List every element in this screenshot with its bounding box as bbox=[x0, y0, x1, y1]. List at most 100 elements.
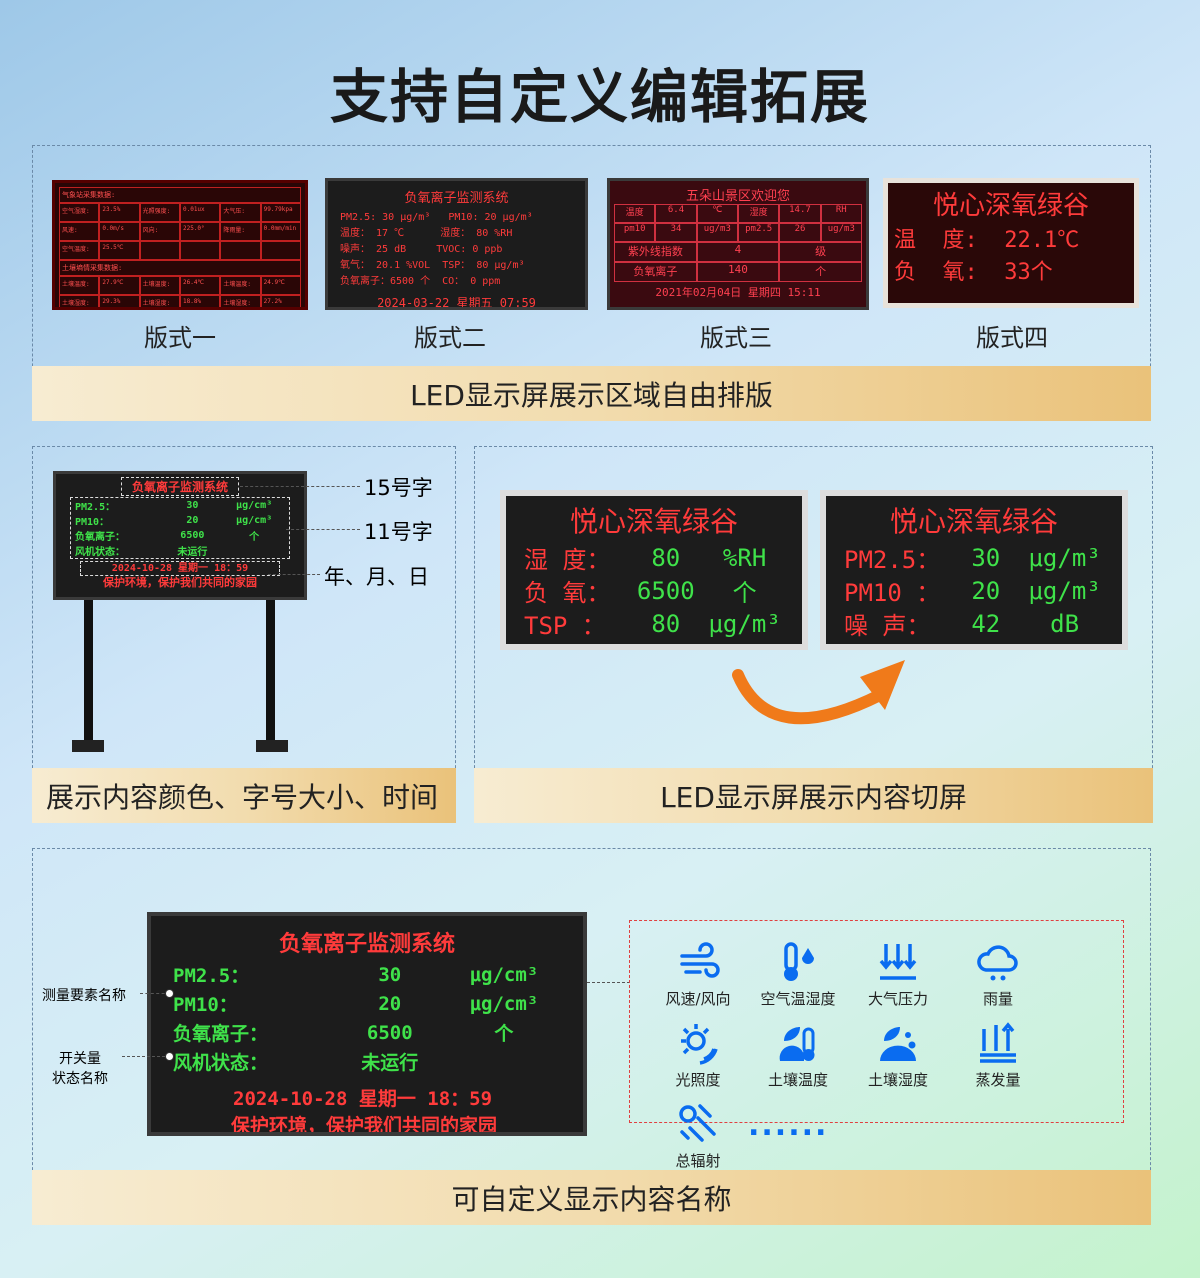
sensor-label: 雨量 bbox=[982, 990, 1013, 1008]
grid-cell: 个 bbox=[779, 262, 862, 282]
screen-cell: 负氧离子： bbox=[173, 1023, 269, 1045]
screen-cell: 30 bbox=[378, 963, 402, 986]
screen-cell: 噪 声： bbox=[844, 612, 931, 640]
sensor-label: 蒸发量 bbox=[975, 1071, 1021, 1089]
grid-cell: 99.79kpa bbox=[260, 203, 301, 222]
section-band: 展示内容颜色、字号大小、时间 bbox=[32, 768, 456, 823]
more-icon: ...... bbox=[748, 1108, 829, 1143]
grid-cell: 土壤温度: bbox=[139, 276, 180, 295]
grid-cell: 225.0° bbox=[179, 222, 221, 241]
screen-row: PM2.5： 30 μg/cm³ bbox=[173, 960, 561, 989]
sensor-label: 大气压力 bbox=[867, 990, 928, 1008]
layout-1-screen: 气象站采集数据: 空气湿度: 23.5% 光照强度: 0.01ux 大气压: 99.79k… bbox=[52, 180, 308, 310]
screen-line: 氧气： 20.1 %VOL TSP： 80 μg/m³ bbox=[340, 260, 525, 271]
grid-cell: 风速: bbox=[59, 222, 100, 241]
screen-row: 风机状态： 未运行 bbox=[173, 1047, 561, 1076]
pole-base bbox=[256, 740, 288, 752]
grid-cell: 土壤温度: bbox=[220, 276, 261, 295]
screen-header: 悦心深氧绿谷 bbox=[569, 505, 738, 538]
grid-cell: 降雨量: bbox=[220, 222, 261, 241]
screen-header: 悦心深氧绿谷 bbox=[889, 505, 1058, 538]
leader-line bbox=[140, 993, 170, 994]
grid-cell: 34 bbox=[655, 223, 697, 242]
sensor-item-8: 总辐射 bbox=[648, 1102, 748, 1171]
screen-cell: 未运行 bbox=[361, 1052, 419, 1074]
screen-row: PM2.5： 30 μg/m³ bbox=[844, 540, 1104, 575]
grid-cell: 土壤湿度: bbox=[59, 295, 100, 307]
switch-arrow-icon bbox=[732, 660, 905, 725]
grid-cell: 23.5% bbox=[99, 203, 140, 222]
leader-line bbox=[286, 529, 360, 530]
screen-cell: %RH bbox=[722, 543, 767, 572]
leader-dot bbox=[165, 989, 174, 998]
pressure-icon bbox=[879, 944, 917, 980]
switch-name-label: 开关量 状态名称 bbox=[52, 1051, 108, 1087]
grid-cell: 土壤湿度: bbox=[139, 295, 180, 307]
grid-cell: 光照强度: bbox=[139, 203, 180, 222]
screen-b: 悦心深氧绿谷 PM2.5： 30 μg/m³ PM10 ： 20 μg/m³ 噪 声： 42 d… bbox=[820, 490, 1128, 650]
grid-cell: 温度 bbox=[614, 204, 656, 223]
screen-cell: PM2.5： bbox=[844, 546, 941, 574]
screen-row: PM10： 20 μg/cm³ bbox=[173, 989, 561, 1018]
evaporation-icon bbox=[980, 1022, 1016, 1063]
grid-cell: 0.0mm/min bbox=[260, 222, 301, 241]
heading: 土壤墒情采集数据: bbox=[59, 260, 301, 276]
screen-footer: 2024-03-22 星期五 07:59 bbox=[377, 296, 536, 310]
sensor-label: 土壤温度 bbox=[767, 1071, 828, 1089]
sign-pole bbox=[266, 598, 275, 743]
data-rows: 紫外线指数 4 级负氧离子 140 个 bbox=[614, 242, 862, 282]
thermometer-drop-icon bbox=[784, 942, 814, 981]
screen-cell: 30 bbox=[186, 500, 199, 511]
screen-header: 负氧离子监测系统 bbox=[121, 477, 239, 496]
measure-name-label: 测量要素名称 bbox=[42, 988, 126, 1004]
grid-cell: 4 bbox=[696, 242, 780, 262]
data-grid: 温度 6.4 ℃ 湿度 14.7 RH pm10 34 ug/m3 pm2.5 26 ug/m3 bbox=[614, 204, 862, 242]
sensor-item-4: 光照度 bbox=[648, 1021, 748, 1090]
sensor-item-7: 蒸发量 bbox=[948, 1021, 1048, 1090]
leader-dot bbox=[165, 1052, 174, 1061]
grid-cell: ug/m3 bbox=[696, 223, 738, 242]
grid-cell bbox=[220, 241, 261, 260]
screen-row: PM10 ： 20 μg/m³ bbox=[844, 573, 1104, 608]
heading: 气象站采集数据: bbox=[59, 187, 301, 203]
screen-footer: 2021年02月04日 星期四 15:11 bbox=[655, 286, 821, 299]
grid-cell: 土壤湿度: bbox=[220, 295, 261, 307]
screen-cell: 个 bbox=[494, 1023, 514, 1045]
screen-cell: PM2.5： bbox=[173, 965, 250, 987]
grid-row: 紫外线指数 4 级 bbox=[614, 242, 862, 262]
section-band: LED显示屏展示内容切屏 bbox=[474, 768, 1153, 823]
grid-cell: 25.5℃ bbox=[99, 241, 140, 260]
screen-cell: μg/cm³ bbox=[236, 515, 273, 526]
screen-row: 湿 度： 80 %RH bbox=[524, 540, 784, 575]
grid-cell: 6.4 bbox=[655, 204, 697, 223]
screen-header: 悦心深氧绿谷 bbox=[932, 191, 1089, 221]
grid-cell: ℃ bbox=[696, 204, 738, 223]
sensor-icon-grid: 风速/风向 空气温湿度 大气压力 雨量 光照度 土壤温度 土壤湿度 蒸发量 总辐射...... bbox=[648, 940, 1118, 1171]
sensor-item-3: 雨量 bbox=[948, 940, 1048, 1009]
sensor-icons-panel bbox=[629, 920, 1124, 1123]
screen-cell: 6500 bbox=[366, 1021, 413, 1044]
grid-cell: RH bbox=[820, 204, 862, 223]
grid-cell: 紫外线指数 bbox=[614, 242, 697, 262]
grid-cell: 0.0m/s bbox=[99, 222, 140, 241]
grid-row: 负氧离子 140 个 bbox=[614, 262, 862, 282]
screen-header: 五朵山景区欢迎您 bbox=[685, 189, 790, 204]
layout-3-screen: 五朵山景区欢迎您 温度 6.4 ℃ 湿度 14.7 RH pm10 34 ug/m3 pm2.5 2… bbox=[607, 178, 869, 310]
grid-cell: 风向: bbox=[139, 222, 180, 241]
data-grid: 土壤温度: 27.9℃ 土壤温度: 26.4℃ 土壤温度: 24.9℃ 土壤湿度: 29.3%… bbox=[59, 276, 301, 307]
wind-icon bbox=[680, 942, 720, 978]
screen-rows: PM2.5： 30 μg/cm³ PM10： 20 μg/cm³ 负氧离子： 6500 个风机状… bbox=[70, 497, 290, 559]
screen-cell: μg/cm³ bbox=[469, 963, 539, 986]
sensor-item-1: 空气温湿度 bbox=[748, 940, 848, 1009]
grid-cell: ug/m3 bbox=[820, 223, 862, 242]
date-label: 年、月、日 bbox=[324, 565, 429, 589]
screen-line: 负 氧: 33个 bbox=[894, 260, 1053, 285]
screen-cell: 30 bbox=[971, 543, 1001, 572]
screen-cell: TSP ： bbox=[524, 612, 606, 640]
screen-row: 噪 声： 42 dB bbox=[844, 606, 1104, 641]
grid-cell: 湿度 bbox=[737, 204, 780, 223]
screen-date: 2024-10-28 星期一 18：59 bbox=[80, 561, 280, 576]
screen-cell: 42 bbox=[971, 609, 1001, 638]
screen-a: 悦心深氧绿谷 湿 度： 80 %RH 负 氧： 6500 个 TSP ： 80 μg/m³ bbox=[500, 490, 808, 650]
screen-header: 负氧离子监测系统 bbox=[404, 191, 509, 206]
